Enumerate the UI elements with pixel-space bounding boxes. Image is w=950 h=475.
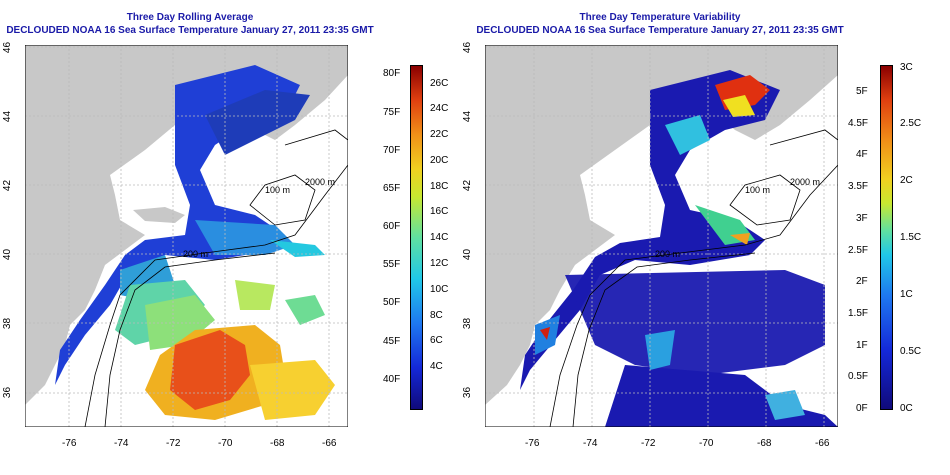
lon-tick: -72 [166, 438, 181, 449]
colorbar-c-label: 1.5C [900, 232, 922, 243]
colorbar-f-label: 1.5F [848, 308, 869, 319]
sst-variability-map: 200 m 100 m 2000 m [485, 45, 838, 427]
colorbar-c-label: 0.5C [900, 346, 922, 357]
land-mainland [25, 45, 230, 405]
colorbar-c-label: 2C [900, 175, 913, 186]
colorbar-c-label: 26C [430, 78, 449, 89]
colorbar-f-label: 5F [856, 86, 868, 97]
title-right-line1: Three Day Temperature Variability [579, 12, 741, 23]
sst-average-map: 200 m 100 m 2000 m [25, 45, 348, 427]
lon-tick: -66 [322, 438, 337, 449]
colorbar-c-label: 0C [900, 403, 913, 414]
colorbar-f-label: 55F [383, 259, 401, 270]
lat-tick: 36 [2, 386, 14, 399]
colorbar-c-label: 8C [430, 310, 443, 321]
lat-tick: 38 [462, 317, 474, 330]
colorbar-c-label: 20C [430, 155, 449, 166]
colorbar-f-label: 45F [383, 336, 401, 347]
lon-tick: -68 [270, 438, 285, 449]
colorbar-c-label: 14C [430, 232, 449, 243]
colorbar-f-label: 65F [383, 183, 401, 194]
colorbar-f-label: 4.5F [848, 118, 869, 129]
colorbar-f-label: 4F [856, 149, 868, 160]
colorbar-c-label: 12C [430, 258, 449, 269]
colorbar-f-label: 0F [856, 403, 868, 414]
colorbar-f-label: 3.5F [848, 181, 869, 192]
colorbar-c-label: 2.5C [900, 118, 922, 129]
lon-tick: -70 [699, 438, 714, 449]
colorbar-c-label: 10C [430, 284, 449, 295]
lat-tick: 46 [462, 41, 474, 54]
lon-tick: -76 [525, 438, 540, 449]
colorbar-f-label: 70F [383, 145, 401, 156]
colorbar-c-label: 16C [430, 206, 449, 217]
colorbar-c-label: 18C [430, 181, 449, 192]
colorbar-c-label: 22C [430, 129, 449, 140]
colorbar-c-label: 6C [430, 335, 443, 346]
lon-tick: -66 [815, 438, 830, 449]
lat-tick: 42 [462, 179, 474, 192]
lat-tick: 44 [462, 110, 474, 123]
colorbar-f-label: 40F [383, 374, 401, 385]
contour-label-100m: 100 m [745, 185, 770, 195]
colorbar-c-label: 3C [900, 62, 913, 73]
colorbar-c-label: 24C [430, 103, 449, 114]
contour-label-200m: 200 m [183, 249, 208, 259]
colorbar-f-label: 50F [383, 297, 401, 308]
lat-tick: 44 [2, 110, 14, 123]
colorbar-variability [880, 65, 893, 410]
colorbar-f-label: 60F [383, 221, 401, 232]
colorbar-f-label: 2.5F [848, 245, 869, 256]
colorbar-f-label: 3F [856, 213, 868, 224]
colorbar-f-label: 80F [383, 68, 401, 79]
contour-label-100m: 100 m [265, 185, 290, 195]
colorbar-f-label: 2F [856, 276, 868, 287]
colorbar-c-label: 1C [900, 289, 913, 300]
lat-tick: 36 [462, 386, 474, 399]
colorbar-average [410, 65, 423, 410]
lat-tick: 42 [2, 179, 14, 192]
lon-tick: -70 [218, 438, 233, 449]
title-left-line1: Three Day Rolling Average [126, 12, 254, 23]
lat-tick: 38 [2, 317, 14, 330]
lat-tick: 46 [2, 41, 14, 54]
contour-label-200m: 200 m [655, 249, 680, 259]
title-left-line2: DECLOUDED NOAA 16 Sea Surface Temperatur… [6, 25, 374, 36]
lon-tick: -68 [757, 438, 772, 449]
lat-tick: 40 [2, 248, 14, 261]
lon-tick: -72 [641, 438, 656, 449]
colorbar-f-label: 1F [856, 340, 868, 351]
contour-label-2000m: 2000 m [790, 177, 820, 187]
lon-tick: -74 [583, 438, 598, 449]
colorbar-f-label: 75F [383, 107, 401, 118]
colorbar-c-label: 4C [430, 361, 443, 372]
lat-tick: 40 [462, 248, 474, 261]
title-right-line2: DECLOUDED NOAA 16 Sea Surface Temperatur… [476, 25, 844, 36]
lon-tick: -76 [62, 438, 77, 449]
lon-tick: -74 [114, 438, 129, 449]
colorbar-f-label: 0.5F [848, 371, 869, 382]
contour-label-2000m: 2000 m [305, 177, 335, 187]
